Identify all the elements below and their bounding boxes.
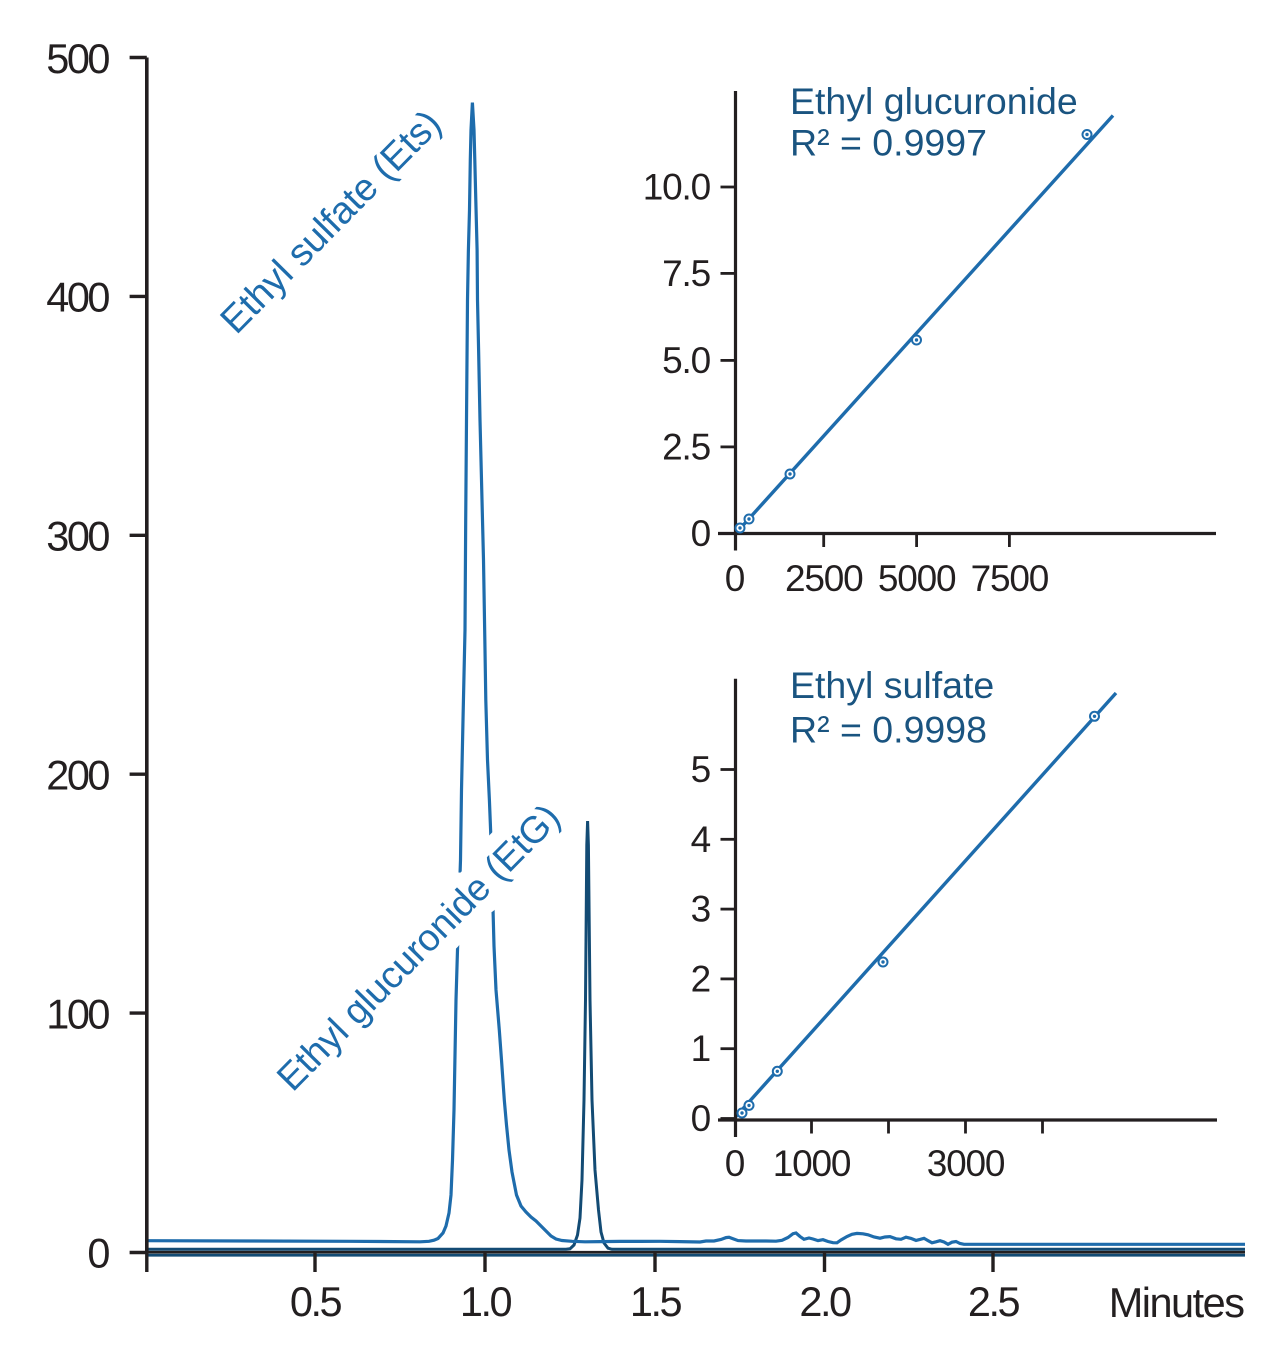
svg-text:5: 5 <box>691 749 711 790</box>
svg-text:200: 200 <box>46 752 109 799</box>
svg-text:5.0: 5.0 <box>662 340 710 381</box>
svg-text:10.0: 10.0 <box>643 167 711 208</box>
svg-text:500: 500 <box>46 35 109 82</box>
svg-text:7500: 7500 <box>971 558 1049 599</box>
svg-text:5000: 5000 <box>878 558 956 599</box>
svg-text:Ethyl sulfate: Ethyl sulfate <box>790 664 994 706</box>
svg-text:Ethyl glucuronide: Ethyl glucuronide <box>790 80 1078 122</box>
svg-text:Minutes: Minutes <box>1109 1279 1245 1326</box>
svg-text:3: 3 <box>691 889 710 930</box>
svg-text:3000: 3000 <box>927 1143 1005 1184</box>
svg-text:2: 2 <box>691 958 710 999</box>
svg-text:R² = 0.9997: R² = 0.9997 <box>790 121 987 163</box>
svg-text:R² = 0.9998: R² = 0.9998 <box>790 708 987 750</box>
svg-text:1.0: 1.0 <box>460 1278 512 1325</box>
svg-text:2500: 2500 <box>785 558 863 599</box>
svg-text:0: 0 <box>725 1143 745 1184</box>
svg-text:1.5: 1.5 <box>630 1278 682 1325</box>
svg-text:400: 400 <box>46 274 109 321</box>
svg-text:0: 0 <box>725 558 745 599</box>
svg-text:0.5: 0.5 <box>290 1278 342 1325</box>
svg-text:2.0: 2.0 <box>799 1278 851 1325</box>
svg-text:0: 0 <box>691 513 711 554</box>
svg-text:4: 4 <box>691 819 711 860</box>
svg-text:2.5: 2.5 <box>968 1278 1020 1325</box>
svg-text:1: 1 <box>691 1028 710 1069</box>
svg-text:1000: 1000 <box>773 1143 851 1184</box>
svg-text:300: 300 <box>46 513 109 560</box>
svg-text:2.5: 2.5 <box>662 426 710 467</box>
svg-text:0: 0 <box>87 1230 109 1277</box>
svg-text:0: 0 <box>691 1098 711 1139</box>
svg-text:7.5: 7.5 <box>662 253 710 294</box>
svg-text:100: 100 <box>46 991 109 1038</box>
